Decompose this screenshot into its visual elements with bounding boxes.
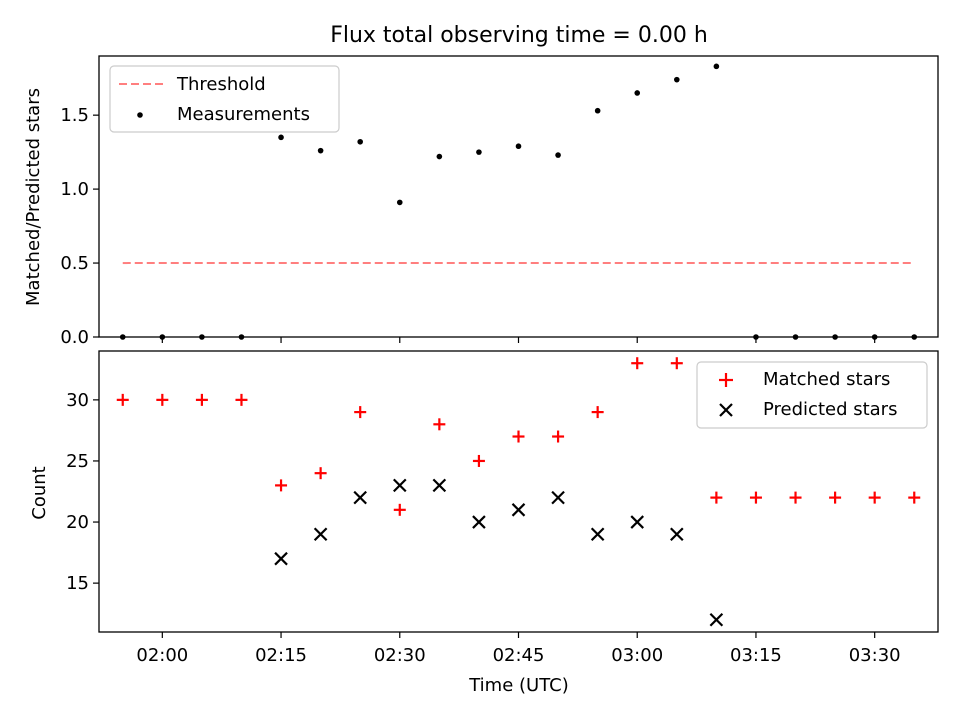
top-axes-frame: [98, 55, 939, 338]
matched-stars-marker: [116, 393, 129, 406]
bottom-y-axis-label: Count: [29, 466, 50, 519]
matched-stars-marker: [512, 430, 525, 443]
top-legend-box: [109, 65, 340, 133]
predicted-stars-marker: [472, 515, 486, 529]
matched-stars-marker: [195, 393, 208, 406]
matched-stars-marker: [235, 393, 248, 406]
bottom-plot-area: 15 20 25 30 02:00 02:15 02:30 02:45 03:00 03:15 03…: [66, 357, 921, 666]
top-legend: Threshold Measurements: [109, 65, 340, 133]
top-y-tick-label: 1.5: [60, 105, 89, 126]
measurement-point: [515, 143, 522, 150]
measurement-point: [396, 199, 403, 206]
matched-stars-legend-label: Matched stars: [763, 369, 890, 390]
bottom-panel: Count Time (UTC) 15 20 25 30 02:00 02:15 02:30…: [29, 350, 939, 696]
measurement-point: [594, 107, 601, 114]
measurements-legend-marker: [137, 112, 143, 118]
matched-stars-marker: [749, 491, 762, 504]
matched-stars-marker: [710, 491, 723, 504]
threshold-legend-label: Threshold: [176, 74, 266, 95]
top-panel: Flux total observing time = 0.00 h Match…: [23, 23, 939, 348]
bottom-legend: Matched stars Predicted stars: [696, 361, 928, 429]
measurement-point: [357, 138, 363, 145]
matched-stars-marker: [314, 467, 327, 480]
measurement-point: [713, 63, 720, 70]
x-axis-label: Time (UTC): [468, 675, 569, 696]
matched-stars-marker: [552, 430, 565, 443]
bottom-y-tick-label: 15: [66, 573, 89, 594]
x-tick-label: 02:45: [493, 645, 545, 666]
predicted-stars-legend-label: Predicted stars: [763, 399, 897, 420]
predicted-stars-marker: [392, 478, 407, 493]
matched-stars-marker: [868, 491, 881, 504]
matched-stars-marker: [354, 406, 367, 419]
measurement-point: [476, 149, 482, 155]
measurement-point: [317, 147, 324, 154]
top-y-tick-label: 0.0: [60, 327, 89, 348]
top-y-tick-label: 1.0: [60, 179, 89, 200]
predicted-stars-legend-marker: [719, 403, 733, 417]
matched-stars-marker: [591, 406, 604, 419]
bottom-legend-box: [696, 361, 928, 429]
predicted-stars-marker: [313, 527, 328, 542]
matched-stars-marker: [433, 418, 446, 431]
predicted-stars-marker: [590, 527, 605, 542]
measurement-point: [674, 76, 680, 83]
x-tick-label: 02:00: [136, 645, 188, 666]
matched-stars-marker: [829, 491, 842, 504]
matched-stars-marker: [275, 479, 288, 492]
matched-stars-legend-marker: [719, 373, 733, 387]
measurement-point: [555, 152, 561, 158]
chart-title: Flux total observing time = 0.00 h: [330, 23, 708, 48]
matched-stars-marker: [156, 393, 169, 406]
predicted-stars-marker: [432, 478, 447, 493]
x-tick-label: 03:15: [730, 645, 782, 666]
predicted-stars-marker: [551, 490, 565, 505]
predicted-stars-marker: [353, 490, 367, 505]
x-tick-label: 02:30: [374, 645, 426, 666]
top-y-tick-label: 0.5: [60, 253, 89, 274]
x-tick-label: 02:15: [255, 645, 307, 666]
measurement-point: [278, 134, 284, 141]
predicted-stars-marker: [709, 613, 724, 627]
predicted-stars-marker: [274, 551, 288, 566]
x-tick-label: 03:00: [611, 645, 663, 666]
bottom-y-tick-label: 20: [66, 512, 89, 533]
predicted-stars-marker: [670, 527, 684, 542]
bottom-y-tick-label: 30: [66, 390, 89, 411]
predicted-stars-marker: [511, 503, 526, 517]
measurement-point: [634, 90, 641, 96]
measurements-legend-label: Measurements: [177, 104, 310, 125]
matched-stars-marker: [472, 454, 485, 467]
x-tick-label: 03:30: [849, 645, 901, 666]
top-y-axis-label: Matched/Predicted stars: [23, 88, 44, 306]
measurement-point: [436, 153, 443, 160]
matched-stars-marker: [631, 357, 644, 370]
predicted-stars-marker: [630, 515, 645, 529]
matched-stars-marker: [393, 503, 406, 516]
bottom-axes-frame: [98, 350, 939, 633]
matched-stars-marker: [789, 491, 802, 504]
bottom-y-tick-label: 25: [66, 451, 89, 472]
matched-stars-marker: [908, 491, 921, 504]
matched-stars-marker: [670, 357, 683, 370]
